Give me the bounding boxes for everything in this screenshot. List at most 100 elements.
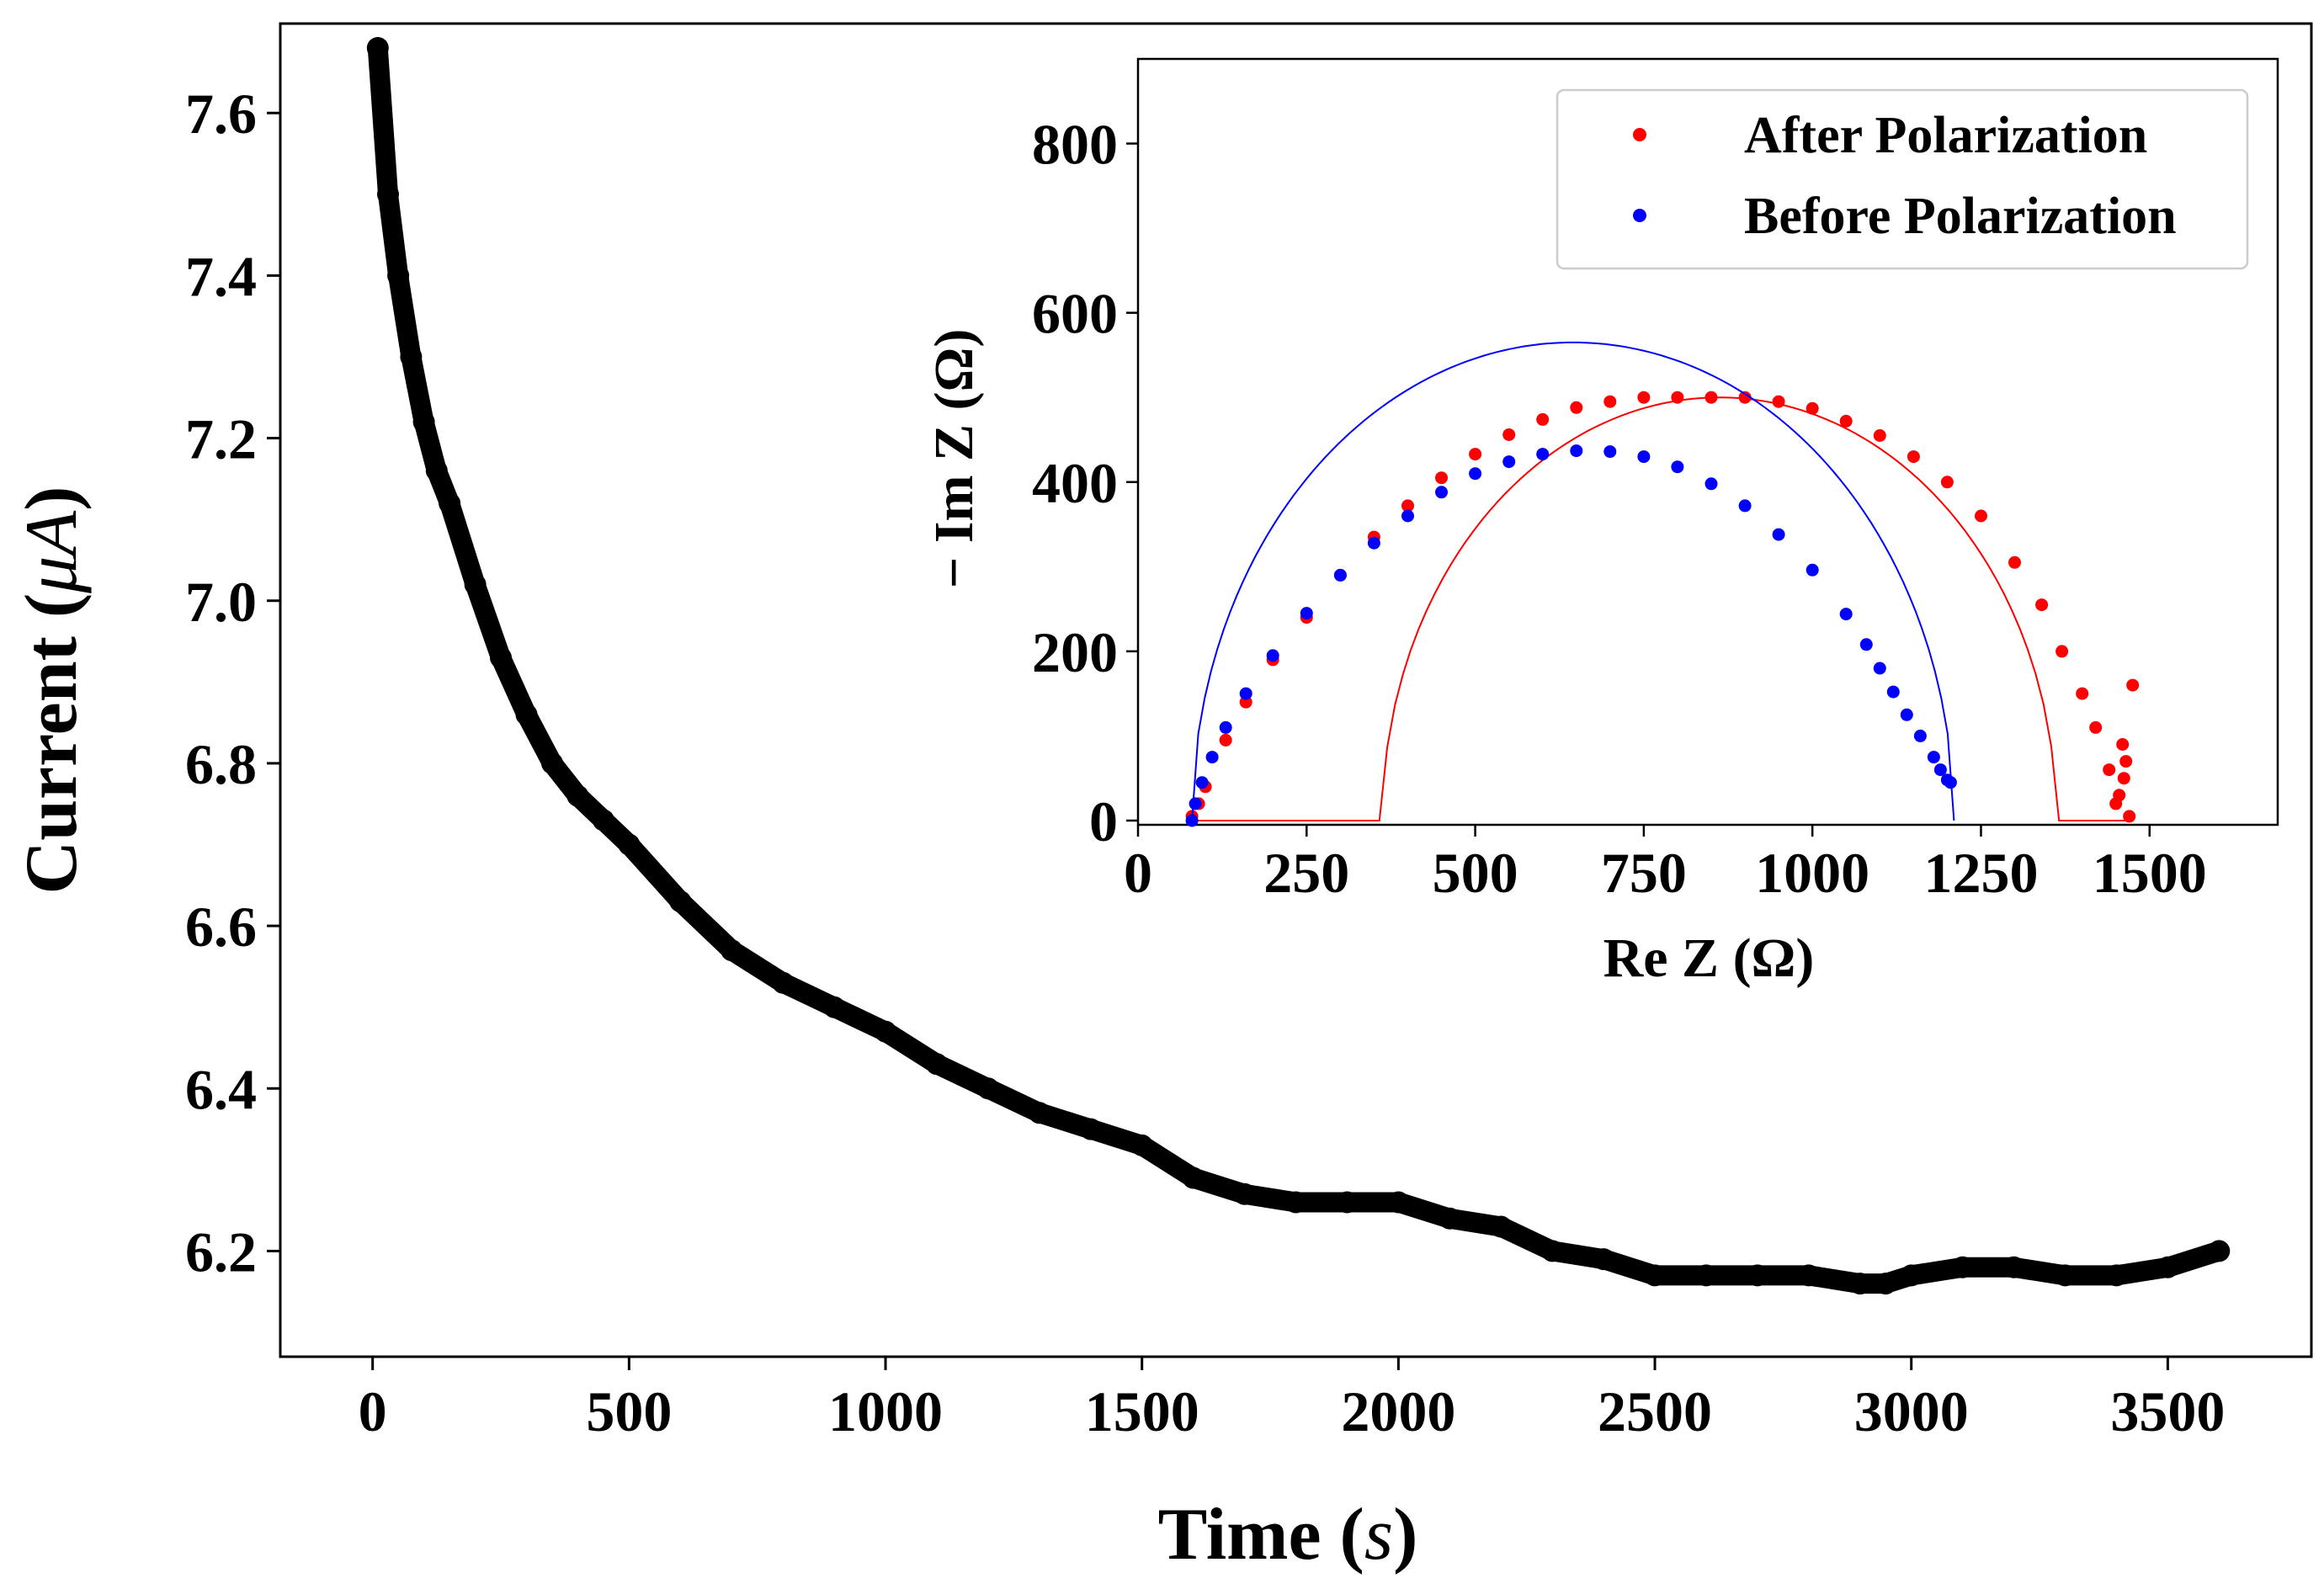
main-y-tick-label: 6.2: [185, 1220, 257, 1283]
main-data-point: [1130, 1134, 1153, 1156]
inset-chart: 0 250 500 750 1000 1250 1500 0 200 400 600 800 Re …: [923, 57, 2279, 989]
inset-data-point: [1738, 391, 1752, 404]
inset-data-point: [1839, 414, 1853, 428]
main-data-point: [976, 1077, 999, 1100]
main-data-point: [366, 37, 389, 59]
legend-marker-after: [1633, 128, 1646, 141]
inset-data-point: [1401, 499, 1414, 513]
main-data-point: [1875, 1273, 1897, 1295]
inset-data-point: [1469, 448, 1482, 461]
main-x-tick-label: 2000: [1341, 1379, 1455, 1443]
inset-data-point: [1975, 509, 1987, 523]
inset-data-point: [1435, 471, 1448, 485]
inset-data-point: [1469, 467, 1482, 481]
inset-data-point: [1219, 733, 1232, 747]
inset-data-point: [1219, 720, 1232, 734]
main-data-point: [1900, 1264, 1922, 1287]
main-x-axis-label-close: ): [1393, 1494, 1417, 1576]
inset-data-point: [2126, 678, 2140, 692]
main-data-point: [1951, 1256, 1974, 1278]
main-data-point: [1028, 1102, 1050, 1124]
inset-data-point: [1944, 776, 1957, 789]
inset-data-point: [1189, 797, 1202, 810]
legend-label-before: Before Polarization: [1744, 188, 2177, 245]
inset-y-ticks: 0 200 400 600 800: [1032, 113, 1138, 853]
inset-data-point: [2035, 598, 2049, 612]
inset-x-tick-label: 1250: [1923, 841, 2038, 905]
main-data-point: [515, 704, 538, 725]
inset-data-point: [1805, 563, 1819, 577]
inset-data-point: [1805, 401, 1819, 415]
inset-data-point: [2055, 645, 2069, 658]
main-data-point: [425, 460, 448, 482]
main-data-point: [2002, 1256, 2025, 1278]
main-data-point: [2156, 1256, 2179, 1278]
main-x-tick-label: 2500: [1598, 1379, 1712, 1443]
inset-x-tick-label: 0: [1124, 841, 1152, 905]
legend-marker-before: [1633, 209, 1646, 222]
inset-data-point: [1839, 608, 1853, 621]
inset-data-point: [1603, 445, 1617, 459]
inset-data-point: [1704, 477, 1718, 491]
main-data-point: [1797, 1264, 1820, 1287]
inset-series: [1185, 341, 2140, 827]
inset-data-point: [2076, 687, 2089, 700]
main-y-axis-label-text: Current (: [11, 593, 93, 895]
main-data-point: [1593, 1248, 1615, 1271]
inset-x-ticks: 0 250 500 750 1000 1250 1500: [1124, 825, 2207, 905]
inset-data-point: [1637, 450, 1651, 464]
main-y-ticks: 6.2 6.4 6.6 6.8 7.0 7.2 7.4 7.6: [185, 82, 280, 1283]
inset-data-point: [1940, 476, 1954, 489]
main-y-tick-label: 7.2: [185, 407, 257, 471]
main-y-tick-label: 7.0: [185, 570, 257, 634]
inset-data-point: [2117, 772, 2130, 785]
inset-x-tick-label: 1500: [2093, 841, 2207, 905]
inset-data-point: [1927, 751, 1940, 764]
inset-data-point: [1536, 412, 1550, 426]
inset-x-tick-label: 750: [1601, 841, 1687, 905]
main-data-point: [1284, 1191, 1307, 1214]
inset-data-point: [1738, 499, 1752, 513]
inset-fit-line: [1191, 341, 1955, 821]
inset-data-point: [2089, 720, 2103, 734]
inset-y-axis-label: − Im Z (Ω): [923, 329, 985, 589]
inset-x-tick-label: 250: [1263, 841, 1349, 905]
main-y-axis-label: Current (μA): [11, 486, 93, 895]
inset-data-point: [2103, 763, 2116, 777]
main-series-trace: [367, 38, 2230, 1294]
inset-data-point: [1704, 391, 1718, 404]
main-data-point: [387, 264, 410, 287]
main-x-ticks: 0 500 1000 1500 2000 2500 3000 3500: [359, 1357, 2225, 1443]
main-data-point: [1233, 1182, 1256, 1205]
inset-data-point: [1205, 751, 1219, 764]
main-data-point: [1848, 1273, 1871, 1295]
main-y-tick-label: 6.4: [185, 1057, 257, 1121]
inset-data-point: [1886, 685, 1900, 699]
main-data-point: [1387, 1191, 1410, 1214]
main-data-point: [592, 809, 614, 832]
main-data-point: [1695, 1264, 1717, 1287]
inset-data-point: [1502, 428, 1516, 441]
inset-data-point: [2123, 810, 2136, 823]
inset-y-tick-label: 0: [1089, 789, 1118, 853]
main-y-tick-label: 7.4: [185, 244, 257, 308]
main-data-point: [1541, 1240, 1564, 1262]
inset-data-point: [1671, 391, 1684, 404]
main-y-tick-label: 6.6: [185, 895, 257, 959]
main-data-point: [721, 939, 743, 962]
main-data-point: [464, 573, 487, 596]
inset-x-tick-label: 1000: [1755, 841, 1869, 905]
main-x-tick-label: 0: [359, 1379, 387, 1443]
inset-data-point: [1435, 486, 1448, 499]
inset-data-point: [2113, 789, 2126, 802]
main-data-point: [926, 1053, 948, 1076]
inset-data-point: [1933, 763, 1947, 777]
main-data-point: [1336, 1191, 1359, 1214]
legend-frame: [1556, 88, 2249, 270]
main-x-axis-label: Time (s): [1158, 1494, 1418, 1576]
inset-data-point: [1859, 638, 1873, 651]
inset-data-point: [1401, 509, 1414, 523]
main-x-axis-label-var: s: [1364, 1494, 1393, 1576]
main-data-point: [490, 646, 512, 669]
main-data-point: [2105, 1264, 2128, 1287]
